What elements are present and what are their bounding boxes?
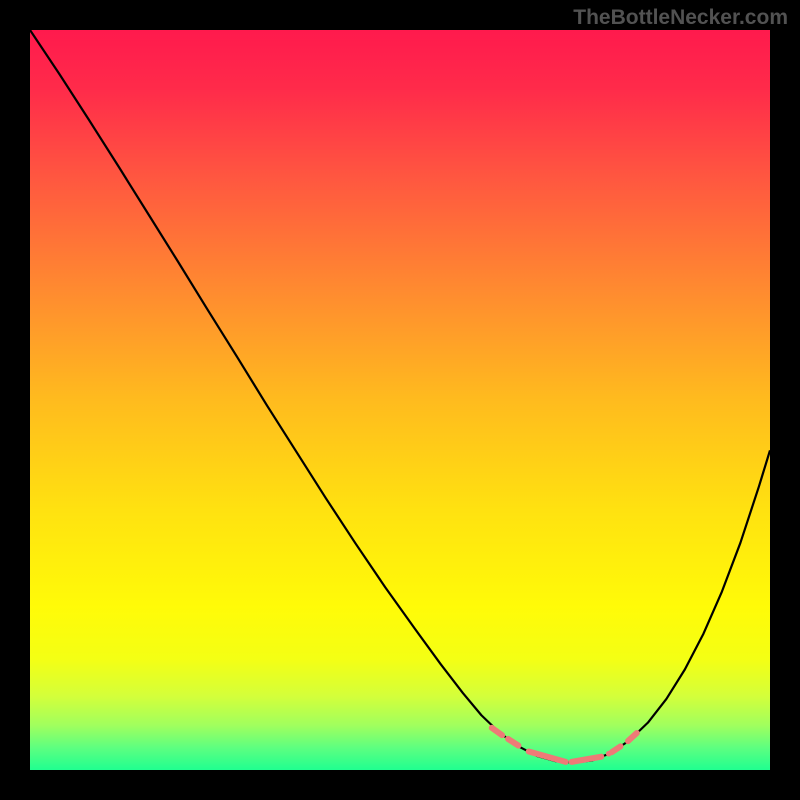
chart-svg	[30, 30, 770, 770]
watermark-text: TheBottleNecker.com	[573, 6, 788, 30]
chart-area	[30, 30, 770, 770]
trough-dot	[606, 751, 612, 757]
chart-background	[30, 30, 770, 770]
